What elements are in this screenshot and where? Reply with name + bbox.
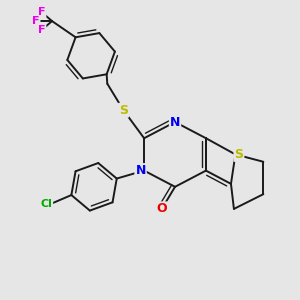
Text: Cl: Cl bbox=[40, 199, 52, 209]
Text: F: F bbox=[38, 25, 46, 35]
Text: N: N bbox=[135, 164, 146, 177]
Text: F: F bbox=[32, 16, 40, 26]
Text: S: S bbox=[119, 104, 128, 117]
Text: S: S bbox=[234, 148, 243, 161]
Text: F: F bbox=[38, 7, 46, 17]
Text: O: O bbox=[157, 202, 167, 215]
Text: N: N bbox=[170, 116, 180, 128]
